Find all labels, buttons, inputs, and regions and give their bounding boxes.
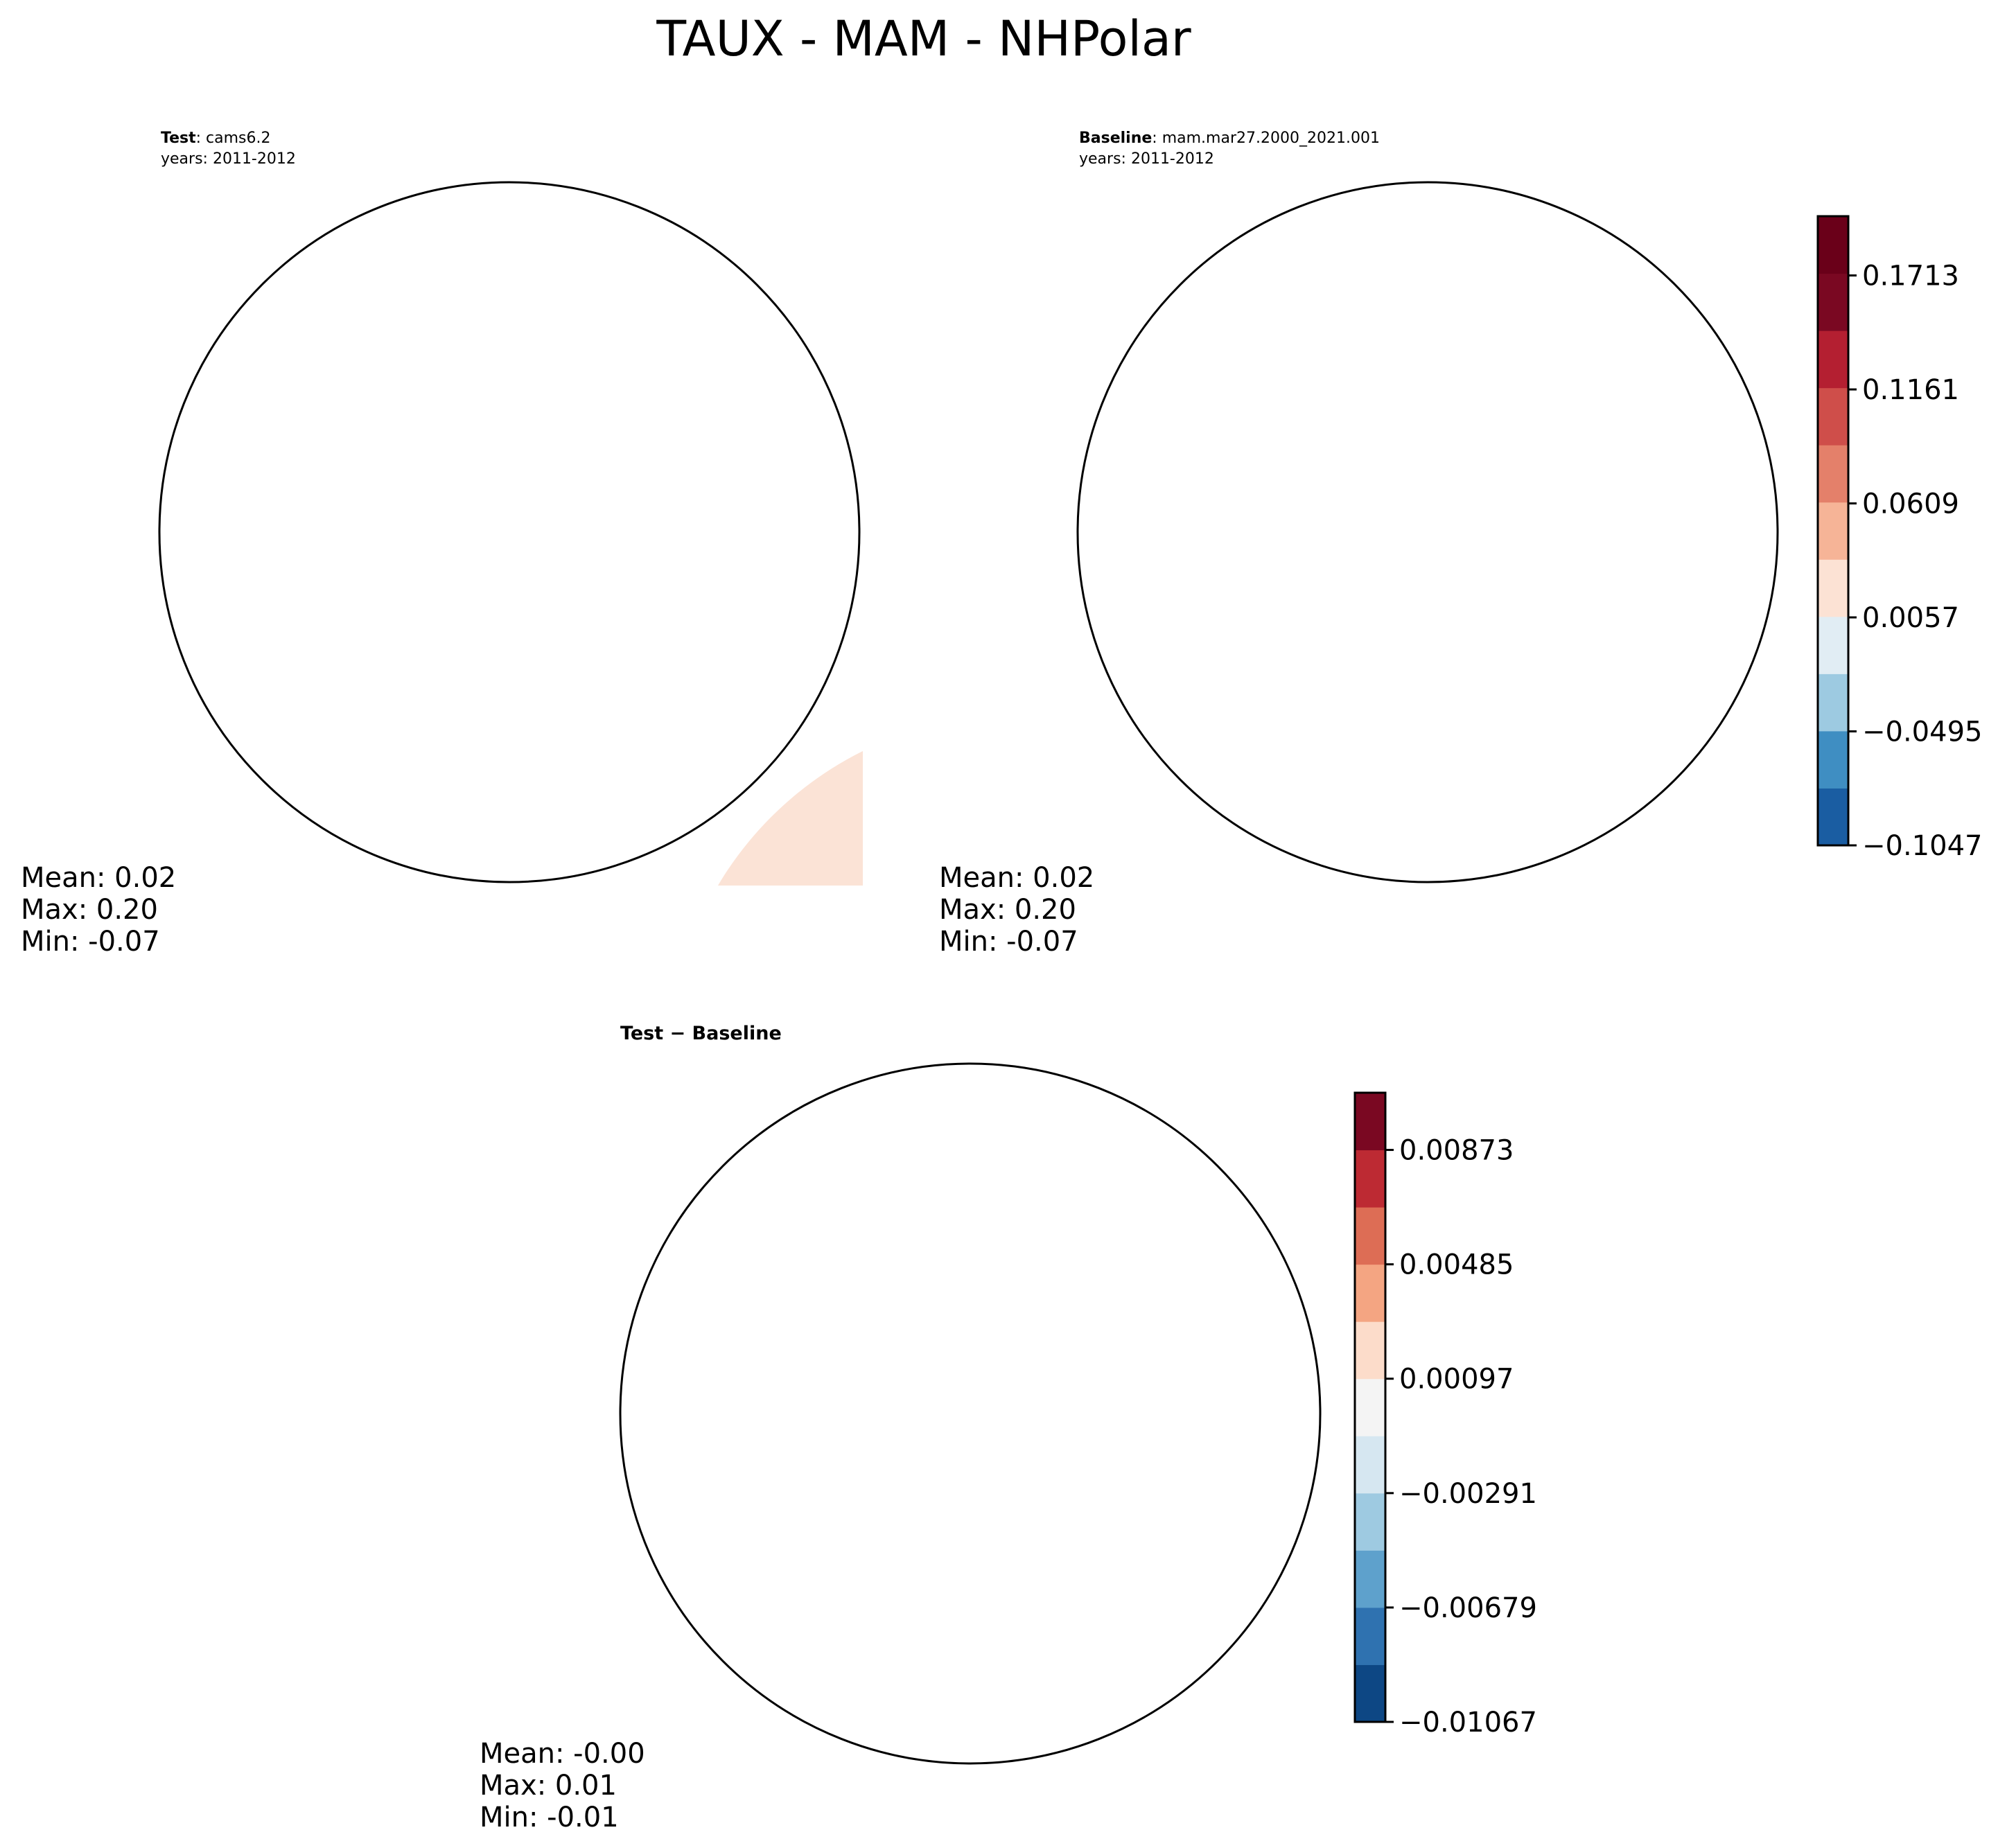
panel-test-max: Max: 0.20 — [21, 894, 158, 926]
panel-test-title-rest: : cams6.2 — [196, 130, 271, 147]
panel-baseline-max: Max: 0.20 — [939, 894, 1076, 926]
main-colorbar-level-9 — [1818, 273, 1848, 331]
panel-baseline-title-bold: Baseline — [1079, 130, 1152, 147]
diff-colorbar-tick-label: −0.00679 — [1399, 1592, 1537, 1624]
diff-colorbar-level-8 — [1355, 1207, 1385, 1265]
panel-test-title: Test: cams6.2 — [161, 130, 271, 147]
diff-colorbar-level-1 — [1355, 1607, 1385, 1665]
main-colorbar-tick-label: 0.0057 — [1862, 602, 1959, 634]
main-colorbar-level-3 — [1818, 616, 1848, 674]
diff-colorbar-tick-label: −0.01067 — [1399, 1707, 1537, 1739]
panel-difference-title: Test − Baseline — [620, 1023, 782, 1044]
diff-colorbar-frame — [1353, 1091, 1387, 1723]
main-colorbar-tick-label: −0.1047 — [1862, 830, 1982, 862]
diff-colorbar-level-7 — [1355, 1264, 1385, 1322]
main-colorbar-level-6 — [1818, 445, 1848, 503]
panel-baseline-boundary — [1076, 181, 1779, 883]
panel-baseline-title-rest: : mam.mar27.2000_2021.001 — [1152, 130, 1380, 147]
diff-colorbar-level-0 — [1355, 1664, 1385, 1723]
main-colorbar-frame — [1816, 215, 1850, 847]
panel-baseline: Baseline: mam.mar27.2000_2021.001 years:… — [939, 130, 1779, 958]
main-colorbar-tick-label: 0.0609 — [1862, 489, 1959, 520]
main-colorbar-tick-label: 0.1713 — [1862, 261, 1959, 292]
diff-colorbar-level-9 — [1355, 1150, 1385, 1208]
diff-colorbar-level-5 — [1355, 1378, 1385, 1436]
panel-difference-min: Min: -0.01 — [480, 1802, 619, 1833]
panel-test-years: years: 2011-2012 — [161, 150, 296, 168]
panel-baseline-years: years: 2011-2012 — [1079, 150, 1214, 168]
main-colorbar-level-7 — [1818, 387, 1848, 446]
main-colorbar-level-5 — [1818, 502, 1848, 560]
diff-colorbar-tick-label: −0.00291 — [1399, 1478, 1537, 1510]
diff-colorbar-level-4 — [1355, 1436, 1385, 1494]
panel-difference-mean: Mean: -0.00 — [480, 1738, 645, 1770]
main-colorbar-tick-label: 0.1161 — [1862, 374, 1959, 406]
panel-baseline-title: Baseline: mam.mar27.2000_2021.001 — [1079, 130, 1380, 147]
panel-difference-boundary — [619, 1062, 1322, 1765]
panel-test-min: Min: -0.07 — [21, 926, 160, 958]
figure-title: TAUX - MAM - NHPolar — [656, 10, 1191, 67]
main-colorbar-level-2 — [1818, 674, 1848, 732]
panel-test-boundary — [158, 181, 861, 883]
panel-baseline-min: Min: -0.07 — [939, 926, 1078, 958]
diff-colorbar-tick-label: 0.00097 — [1399, 1364, 1514, 1396]
panel-baseline-mean: Mean: 0.02 — [939, 862, 1094, 894]
main-colorbar-level-8 — [1818, 331, 1848, 389]
diff-colorbar-tick-label: 0.00873 — [1399, 1135, 1514, 1167]
main-colorbar-level-4 — [1818, 559, 1848, 617]
diff-colorbar-level-6 — [1355, 1321, 1385, 1380]
main-colorbar-level-10 — [1818, 216, 1848, 274]
colorbar-diff: 0.00873 0.00485 0.00097 −0.00291 −0.00679 −0.… — [1353, 1091, 1537, 1739]
diff-colorbar-level-3 — [1355, 1493, 1385, 1551]
panel-difference: Test − Baseline Mean: -0.00 Max: 0.01 Mi… — [480, 1023, 1322, 1833]
panel-test-mean: Mean: 0.02 — [21, 862, 176, 894]
main-colorbar-level-0 — [1818, 788, 1848, 846]
colorbar-main: 0.1713 0.1161 0.0609 0.0057 −0.0495 −0.1047 — [1816, 215, 1982, 862]
panel-test-title-bold: Test — [161, 130, 196, 147]
diff-colorbar-level-10 — [1355, 1093, 1385, 1151]
diff-colorbar-level-2 — [1355, 1550, 1385, 1608]
panel-difference-max: Max: 0.01 — [480, 1770, 617, 1802]
main-colorbar-level-1 — [1818, 730, 1848, 789]
diff-colorbar-tick-label: 0.00485 — [1399, 1249, 1514, 1281]
panel-test: Test: cams6.2 years: 2011-2012 — [21, 130, 863, 958]
main-colorbar-tick-label: −0.0495 — [1862, 716, 1982, 748]
